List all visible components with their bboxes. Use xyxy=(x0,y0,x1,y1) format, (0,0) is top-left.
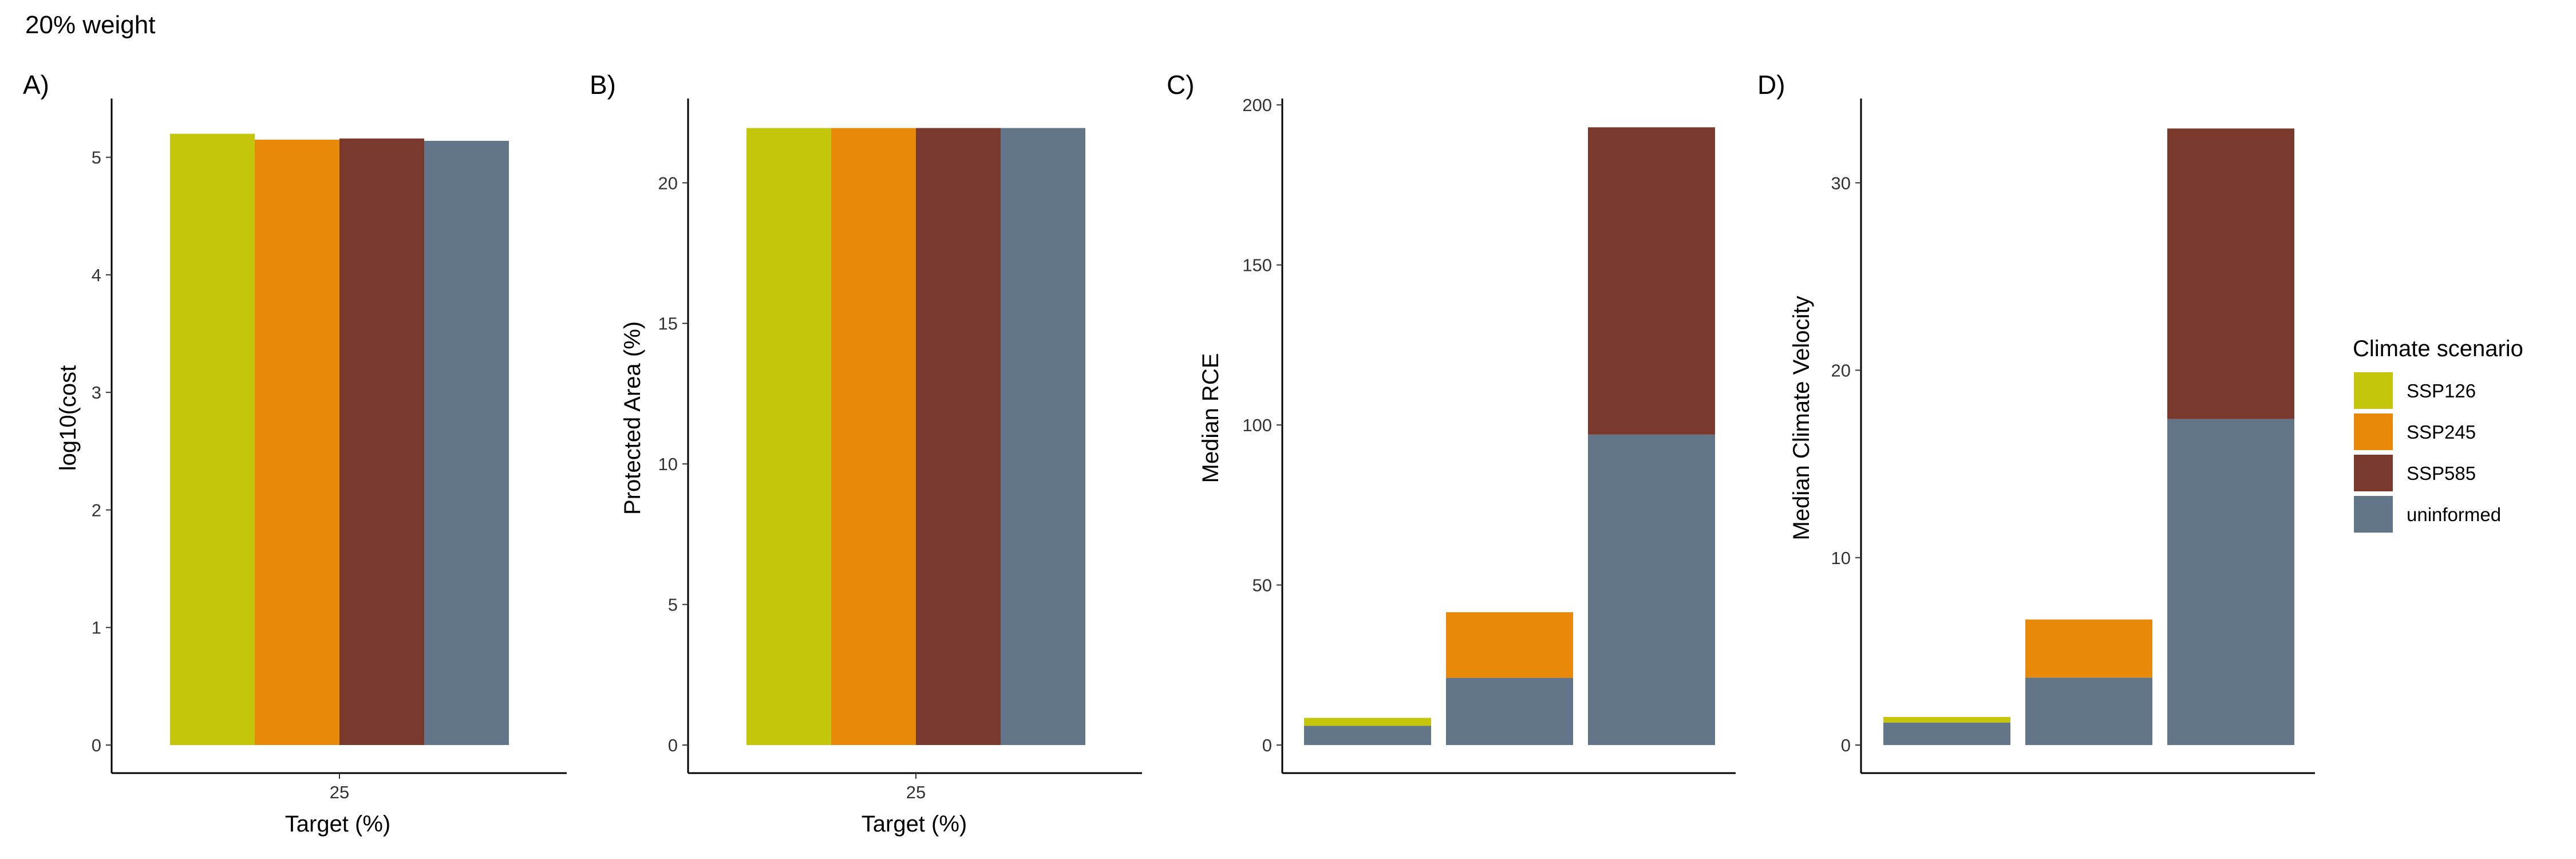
panel-a-bar-uninformed xyxy=(424,140,509,745)
panel-c-y-tick-label: 200 xyxy=(1242,95,1272,115)
panel-c-bar-2-uninformed xyxy=(1446,677,1573,745)
page-title: 20% weight xyxy=(25,11,155,39)
panel-a-bar-ssp245 xyxy=(255,139,339,745)
panel-a-y-tick-label: 2 xyxy=(92,500,101,520)
panel-c-y-tick-label: 150 xyxy=(1242,255,1272,275)
panel-b-bar-uninformed xyxy=(1001,128,1085,746)
legend-swatch-ssp245 xyxy=(2354,413,2393,450)
panel-c-tag: C) xyxy=(1167,70,1195,100)
legend-swatch-uninformed xyxy=(2354,496,2393,533)
panel-d-bar-1-uninformed xyxy=(1883,722,2010,745)
panel-c-y-axis-title: Median RCE xyxy=(1198,353,1223,483)
panel-c-bar-1-ssp126 xyxy=(1304,718,1431,726)
panel-b-tag: B) xyxy=(590,70,616,100)
panel-b-y-tick-label: 20 xyxy=(658,173,678,193)
panel-a: A) log10(cost Target (%) 0 1 2 3 4 5 25 xyxy=(23,70,567,837)
panel-c-y-tick-label: 50 xyxy=(1253,576,1272,596)
panel-b-y-tick-label: 15 xyxy=(658,314,678,334)
panel-d-y-axis-title: Median Climate Velocity xyxy=(1789,296,1814,541)
panel-d-y-tick-label: 20 xyxy=(1831,361,1851,381)
panel-a-y-tick-label: 5 xyxy=(92,148,101,168)
legend-title: Climate scenario xyxy=(2353,336,2523,361)
panel-b-y-tick-label: 10 xyxy=(658,454,678,474)
panel-a-x-tick-label: 25 xyxy=(330,782,349,802)
legend-label-ssp126: SSP126 xyxy=(2407,380,2476,401)
legend-label-uninformed: uninformed xyxy=(2407,504,2501,525)
panel-c-bar-3-uninformed xyxy=(1588,434,1715,745)
legend-label-ssp585: SSP585 xyxy=(2407,463,2476,484)
panel-d-bar-3-ssp585 xyxy=(2167,128,2294,419)
panel-a-y-tick-label: 4 xyxy=(92,265,101,285)
panel-d: D) Median Climate Velocity 0 10 20 30 xyxy=(1757,70,2315,774)
panel-c-bar-2-ssp245 xyxy=(1446,612,1573,678)
panel-a-y-tick-label: 0 xyxy=(92,735,101,755)
panel-b-bar-ssp245 xyxy=(831,128,916,746)
panel-a-bar-ssp126 xyxy=(170,133,255,746)
panel-a-y-tick-label: 1 xyxy=(92,618,101,638)
panel-d-y-tick-label: 10 xyxy=(1831,548,1851,568)
panel-d-bar-2-uninformed xyxy=(2025,677,2152,745)
panel-b: B) Protected Area (%) Target (%) 0 5 10 15 2… xyxy=(590,70,1142,837)
panel-d-bar-2-ssp245 xyxy=(2025,619,2152,678)
panel-c-y-tick-label: 0 xyxy=(1262,735,1272,755)
panel-c-bar-1-uninformed xyxy=(1304,726,1431,745)
panel-d-y-tick-label: 30 xyxy=(1831,173,1851,193)
panel-a-y-axis-title: log10(cost xyxy=(56,365,81,471)
panel-b-y-tick-label: 5 xyxy=(668,595,678,615)
panel-d-bar-3-uninformed xyxy=(2167,419,2294,745)
panel-c-bar-3-ssp585 xyxy=(1588,127,1715,435)
panel-a-bar-ssp585 xyxy=(339,138,424,745)
panel-b-x-tick-label: 25 xyxy=(906,782,926,802)
panel-a-tag: A) xyxy=(23,70,49,100)
panel-b-bar-ssp126 xyxy=(746,128,831,746)
panel-b-y-axis-title: Protected Area (%) xyxy=(620,321,645,515)
panel-d-tag: D) xyxy=(1757,70,1785,100)
panel-b-x-axis-title: Target (%) xyxy=(862,811,967,837)
legend-swatch-ssp126 xyxy=(2354,372,2393,409)
legend: Climate scenario SSP126 SSP245 SSP585 uninf… xyxy=(2353,336,2523,533)
panel-d-y-tick-label: 0 xyxy=(1841,735,1851,755)
legend-swatch-ssp585 xyxy=(2354,455,2393,491)
legend-label-ssp245: SSP245 xyxy=(2407,421,2476,443)
panel-d-bar-1-ssp126 xyxy=(1883,716,2010,723)
panel-c: C) Median RCE 0 50 100 150 200 xyxy=(1167,70,1736,774)
panel-a-y-tick-label: 3 xyxy=(92,383,101,403)
panel-a-x-axis-title: Target (%) xyxy=(285,811,391,837)
panel-c-y-tick-label: 100 xyxy=(1242,415,1272,435)
panel-b-y-tick-label: 0 xyxy=(668,735,678,755)
panel-b-bar-ssp585 xyxy=(916,128,1001,746)
